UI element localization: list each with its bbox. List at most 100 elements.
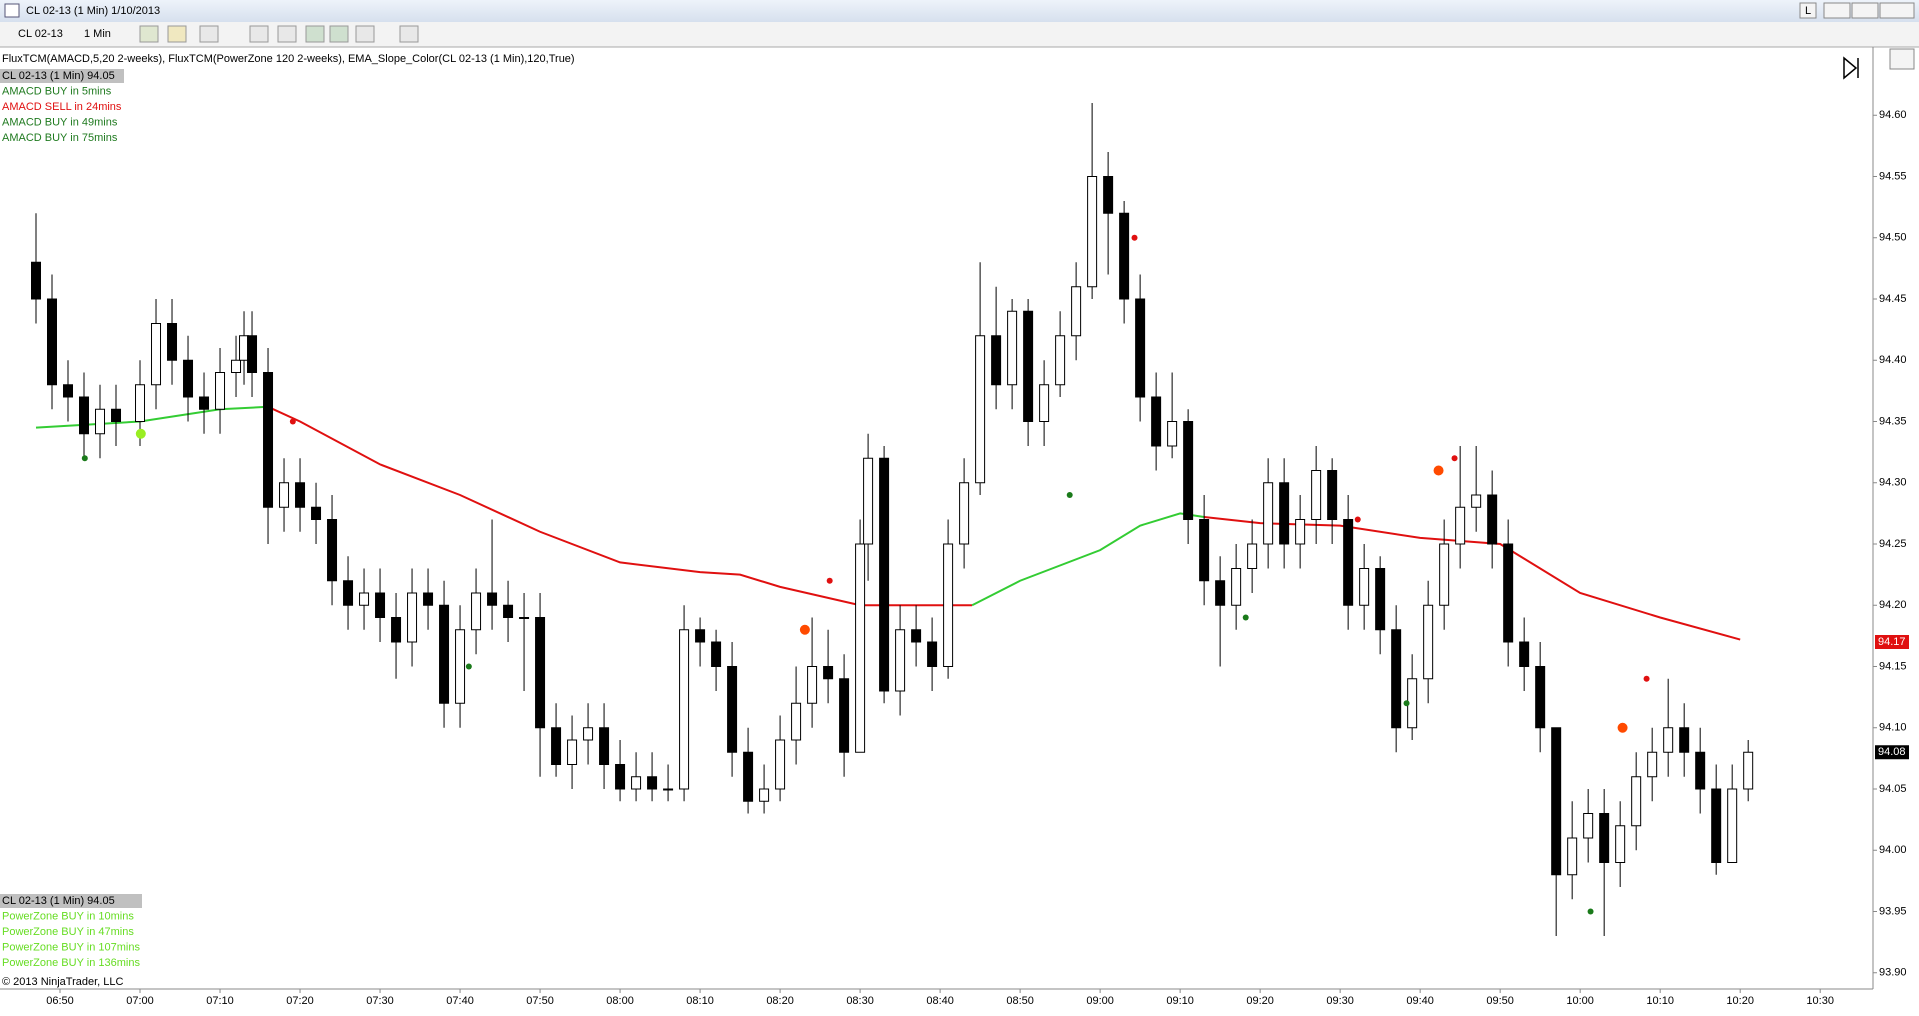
signal-text: AMACD BUY in 49mins [2,116,118,128]
candle-body [1199,519,1210,582]
panel-header-bg [0,894,142,908]
x-tick-label: 09:40 [1406,995,1434,1007]
signal-dot [1354,516,1361,523]
signal-dot [465,663,472,670]
title-bar [0,0,1919,22]
candle-body [839,678,850,753]
candle-body [1167,421,1178,447]
chart-style-button[interactable] [139,25,159,43]
candle-body [1471,494,1482,508]
y-tick-label: 94.40 [1879,354,1907,366]
candle-body [1679,727,1690,753]
signal-text: PowerZone BUY in 107mins [2,941,140,953]
candle-body [599,727,610,765]
candle-body [1439,543,1450,606]
candle-body [807,666,818,704]
candle-body [455,629,466,704]
candle-body [583,727,594,741]
candle-body [1551,727,1562,876]
candle-body [1119,212,1130,300]
candle-body [247,335,258,373]
candle-body [975,335,986,484]
candle-body [823,666,834,680]
x-tick-label: 09:20 [1246,995,1274,1007]
minimize-button[interactable] [1823,2,1851,19]
candle-body [879,457,890,692]
candle-body [1359,568,1370,606]
x-tick-label: 08:40 [926,995,954,1007]
candle-body [63,384,74,398]
x-tick-label: 09:10 [1166,995,1194,1007]
x-tick-label: 07:40 [446,995,474,1007]
y-tick-label: 93.90 [1879,967,1907,979]
candle-body [959,482,970,545]
signal-dot [135,428,146,439]
candle-body [47,298,58,386]
x-tick-label: 07:30 [366,995,394,1007]
x-tick-label: 08:50 [1006,995,1034,1007]
signal-text: AMACD BUY in 75mins [2,132,118,144]
signal-dot [1587,908,1594,915]
signal-dot [1131,234,1138,241]
candle-body [1663,727,1674,753]
candle-body [1087,176,1098,288]
candle-body [391,617,402,643]
draw-button[interactable] [167,25,187,43]
link-button[interactable] [1799,2,1817,19]
maximize-button[interactable] [1851,2,1879,19]
zoom-button[interactable] [277,25,297,43]
y-tick-label: 94.15 [1879,660,1907,672]
candle-body [1263,482,1274,545]
candle-body [1535,666,1546,729]
candle-body [663,788,674,791]
candle-body [695,629,706,643]
candle-body [1647,751,1658,778]
candle-body [503,604,514,618]
candle-body [1455,506,1466,545]
instrument-selector[interactable]: CL 02-13 [18,28,63,40]
candle-body [1631,776,1642,827]
candle-body [927,641,938,667]
y-tick-label: 94.10 [1879,722,1907,734]
signal-dot [799,624,810,635]
candle-body [135,384,146,422]
candle-body [79,396,90,435]
candle-body [567,739,578,765]
indicators-button[interactable] [305,25,325,43]
price-marker-label: 94.17 [1878,636,1906,648]
interval-selector[interactable]: 1 Min [84,28,111,40]
crosshair-button[interactable] [249,25,269,43]
candle-body [1743,751,1754,790]
panel-header: CL 02-13 (1 Min) 94.05 [2,895,115,907]
strategies-button[interactable] [329,25,349,43]
scroll-end-button[interactable] [1843,56,1859,80]
candle-body [215,372,226,410]
ema-line [971,512,1205,607]
candle-body [535,617,546,729]
y-tick-label: 94.25 [1879,538,1907,550]
link-label: L [1805,5,1811,17]
candle-body [359,592,370,606]
candle-body [111,408,122,422]
candle-body [1711,788,1722,863]
candle-body [231,359,242,373]
candle-body [1103,176,1114,214]
candle-body [1503,543,1514,643]
candle-body [759,788,770,802]
candle-body [991,335,1002,386]
x-tick-label: 08:10 [686,995,714,1007]
price-marker-label: 94.08 [1878,746,1906,758]
candle-body [1343,519,1354,606]
app-icon [4,3,20,18]
signal-dot [1617,722,1628,733]
candle-body [1487,494,1498,545]
data-box-button[interactable] [399,25,419,43]
menu-button[interactable] [1889,48,1915,70]
candle-body [1567,837,1578,876]
properties-button[interactable] [355,25,375,43]
x-tick-label: 10:30 [1806,995,1834,1007]
y-tick-label: 94.35 [1879,415,1907,427]
snap-button[interactable] [199,25,219,43]
signal-dot [1242,614,1249,621]
close-button[interactable] [1879,2,1915,19]
